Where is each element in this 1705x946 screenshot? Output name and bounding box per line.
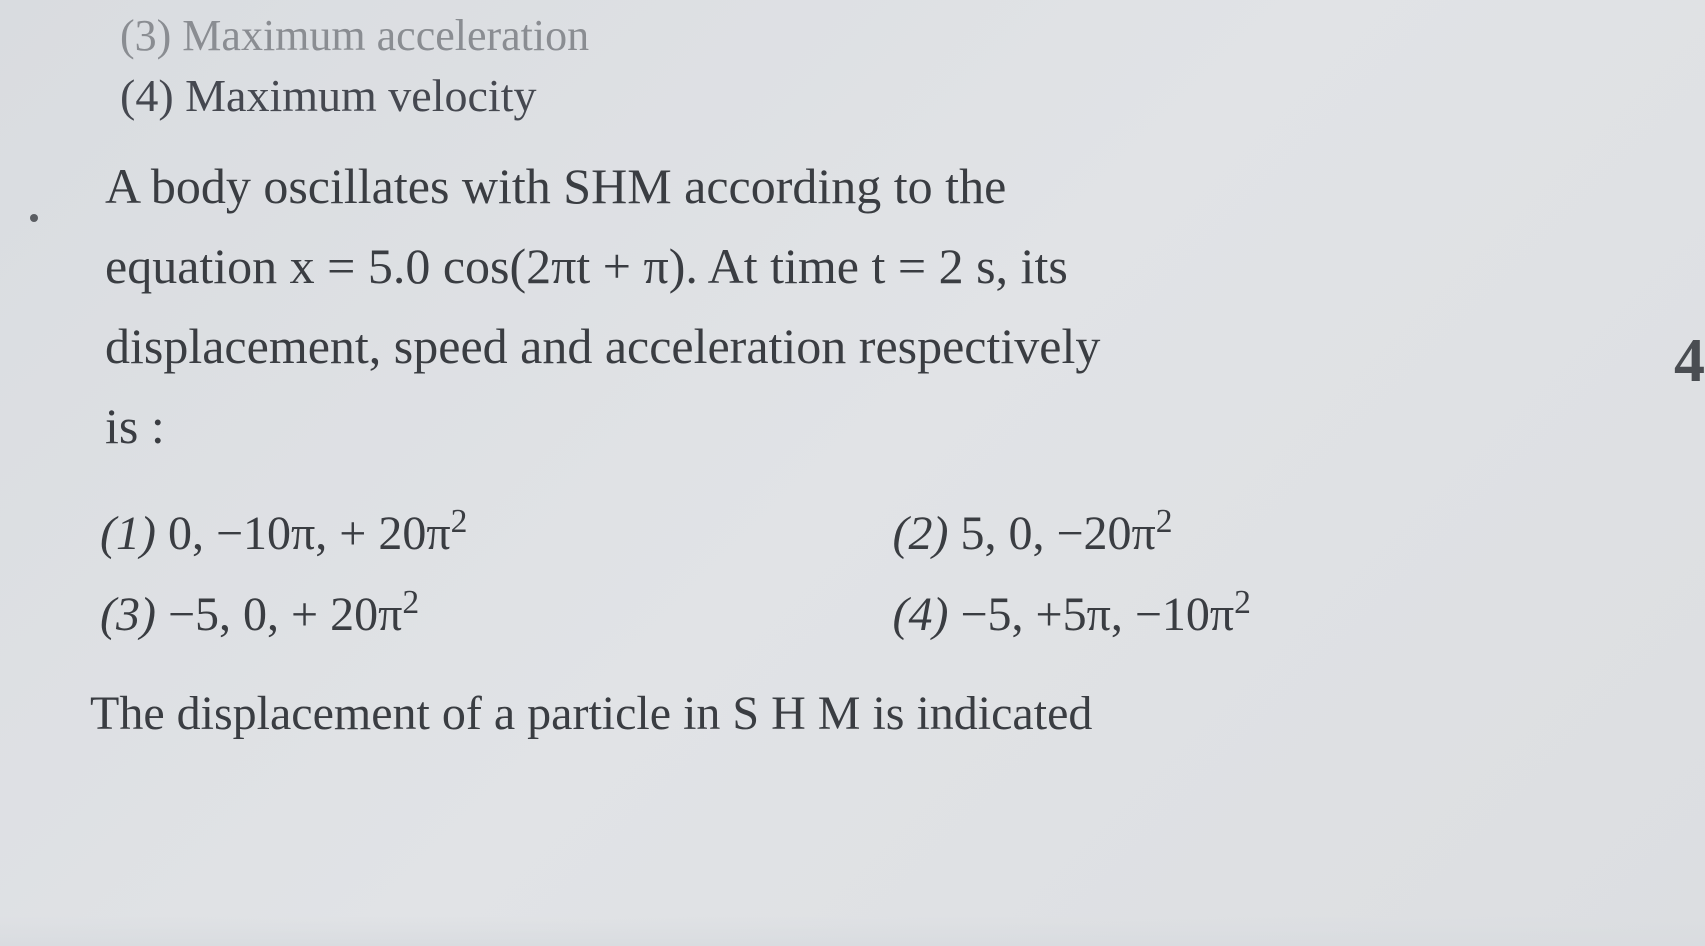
prev-option-3: (3) Maximum acceleration xyxy=(90,10,1625,61)
answer-1-number: (1) xyxy=(100,507,156,560)
question-line-2: equation x = 5.0 cos(2πt + π). At time t… xyxy=(90,226,1625,306)
page-bottom-fade xyxy=(0,916,1705,946)
answer-4-sup: 2 xyxy=(1234,584,1251,621)
answer-4-text: −5, +5π, −10π xyxy=(948,588,1234,641)
prev-option-4: (4) Maximum velocity xyxy=(90,69,1625,122)
answer-option-4: (4) −5, +5π, −10π2 xyxy=(893,587,1626,642)
answer-option-3: (3) −5, 0, + 20π2 xyxy=(100,587,833,642)
answer-2-number: (2) xyxy=(893,507,949,560)
answer-option-2: (2) 5, 0, −20π2 xyxy=(893,506,1626,561)
answer-3-sup: 2 xyxy=(402,584,419,621)
question-line-3: displacement, speed and acceleration res… xyxy=(90,306,1625,386)
answer-2-text: 5, 0, −20π xyxy=(948,507,1155,560)
answer-1-sup: 2 xyxy=(451,503,468,540)
answer-grid: (1) 0, −10π, + 20π2 (2) 5, 0, −20π2 (3) … xyxy=(90,506,1625,642)
page-edge-char: 4 xyxy=(1674,330,1705,392)
answer-3-number: (3) xyxy=(100,588,156,641)
bullet-dot xyxy=(30,214,38,222)
answer-4-number: (4) xyxy=(893,588,949,641)
question-body: A body oscillates with SHM according to … xyxy=(90,146,1625,466)
answer-option-1: (1) 0, −10π, + 20π2 xyxy=(100,506,833,561)
answer-2-sup: 2 xyxy=(1156,503,1173,540)
answer-1-text: 0, −10π, + 20π xyxy=(156,507,451,560)
next-question-partial: The displacement of a particle in S H M … xyxy=(90,686,1625,741)
answer-3-text: −5, 0, + 20π xyxy=(156,588,402,641)
question-line-1: A body oscillates with SHM according to … xyxy=(90,146,1625,226)
question-line-4: is : xyxy=(90,386,1625,466)
